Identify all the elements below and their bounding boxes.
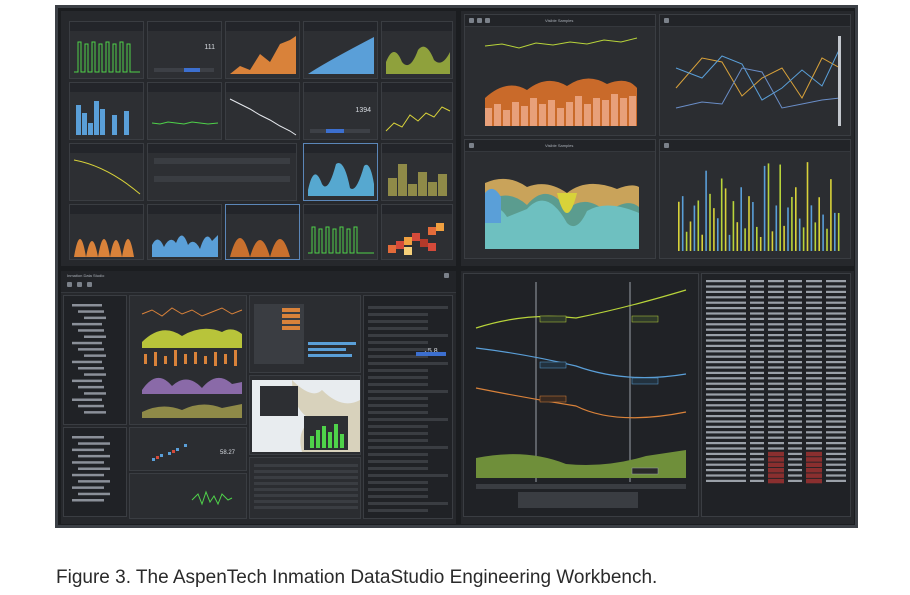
trend-panel-multibar[interactable] [659, 139, 851, 259]
tile-status-value-2[interactable]: 1394 [303, 82, 378, 140]
play-icon[interactable] [664, 18, 669, 23]
gauge-value: 25.8 [424, 348, 438, 355]
trend-panel-lines[interactable] [659, 14, 851, 136]
tile-heatmap[interactable] [381, 204, 453, 260]
status-value-2: 1394 [355, 107, 371, 114]
logging-list[interactable] [249, 295, 361, 373]
tree-rows [72, 304, 106, 414]
trend-analysis-chart[interactable] [463, 273, 699, 517]
tile-olive-bars[interactable] [381, 143, 453, 201]
workbench-screenshot: 111 1394 [55, 5, 858, 528]
studio-ribbon: Inmation Data Studio [61, 271, 456, 293]
tile-yellow-curve[interactable] [69, 143, 144, 201]
object-tree[interactable] [63, 295, 127, 425]
studio-chart-stack[interactable] [129, 295, 247, 425]
trend-quadrant: Visible Samples Visible Samples [461, 11, 854, 266]
trend-toolbar: Visible Samples [465, 15, 655, 27]
open-icon[interactable] [77, 282, 82, 287]
play-icon[interactable] [469, 18, 474, 23]
map-view[interactable] [249, 375, 361, 455]
trend-panel-stacked[interactable]: Visible Samples [464, 139, 656, 259]
tree-lower[interactable] [63, 427, 127, 517]
tile-status-value[interactable]: 111 [147, 21, 222, 79]
visible-samples-label-2: Visible Samples [545, 143, 574, 148]
tile-blue-area[interactable] [303, 143, 378, 201]
studio-quadrant: Inmation Data Studio [61, 271, 456, 524]
figure-caption: Figure 3. The AspenTech Inmation DataStu… [56, 567, 658, 588]
analysis-quadrant [461, 271, 854, 524]
value-table [154, 158, 290, 188]
pause-icon[interactable] [477, 18, 482, 23]
tile-blue-wave[interactable] [147, 204, 222, 260]
studio-scatter[interactable]: 58.27 [129, 427, 247, 471]
tile-olive-wave[interactable] [381, 21, 453, 79]
multibar-series [678, 162, 840, 251]
tile-orange-peaks[interactable] [225, 204, 300, 260]
status-value: 111 [204, 44, 215, 51]
tile-green-pulse[interactable] [69, 21, 144, 79]
zoom-icon[interactable] [485, 18, 490, 23]
sample-table[interactable] [701, 273, 851, 517]
tile-yellow-line[interactable] [381, 82, 453, 140]
trend-panel-bars[interactable]: Visible Samples [464, 14, 656, 136]
play-icon[interactable] [469, 143, 474, 148]
save-icon[interactable] [87, 282, 92, 287]
properties-panel[interactable]: 25.8 [363, 295, 453, 519]
close-icon[interactable] [444, 273, 449, 278]
tile-value-table[interactable] [147, 143, 297, 201]
tile-orange-wave[interactable] [69, 204, 144, 260]
tile-blue-bars[interactable] [69, 82, 144, 140]
tile-green-scatter[interactable] [147, 82, 222, 140]
studio-properties-small[interactable] [129, 473, 247, 519]
play-icon[interactable] [664, 143, 669, 148]
tile-white-line[interactable] [225, 82, 300, 140]
visible-samples-label: Visible Samples [545, 18, 574, 23]
studio-window-title: Inmation Data Studio [67, 273, 105, 278]
tile-green-pulse-2[interactable] [303, 204, 378, 260]
tile-orange-area[interactable] [225, 21, 300, 79]
gauge-value-58: 58.27 [220, 450, 236, 456]
tile-blue-curve[interactable] [303, 21, 378, 79]
event-list[interactable] [249, 457, 361, 519]
dashboard-quadrant: 111 1394 [61, 11, 456, 266]
new-icon[interactable] [67, 282, 72, 287]
